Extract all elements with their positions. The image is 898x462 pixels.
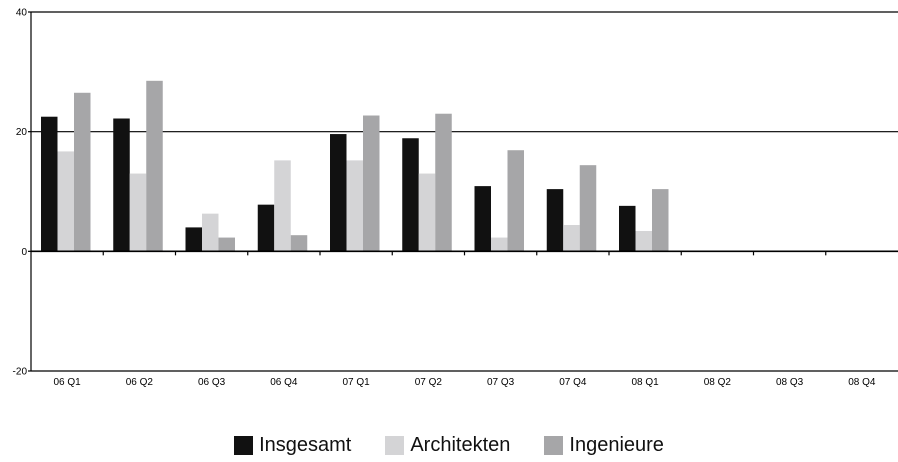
x-axis-tick-labels: 06 Q1 06 Q2 06 Q3 06 Q4 07 Q1 07 Q2 07 Q3 07 Q4… (54, 377, 876, 388)
bar (185, 227, 202, 252)
bar (290, 235, 308, 252)
y-tick-label: 20 (16, 127, 28, 138)
legend-item-architekten: Architekten (385, 434, 510, 457)
x-tick-label: 06 Q2 (126, 377, 154, 388)
bar (435, 113, 452, 252)
bar (507, 150, 524, 252)
bar (202, 213, 219, 252)
bar (257, 204, 275, 252)
bar (146, 80, 163, 252)
bar (274, 160, 291, 252)
x-tick-label: 08 Q1 (632, 377, 660, 388)
x-tick-label: 08 Q2 (704, 377, 732, 388)
bar (579, 165, 597, 252)
x-tick-label: 06 Q3 (198, 377, 226, 388)
x-tick-label: 07 Q4 (559, 377, 587, 388)
x-tick-label: 06 Q4 (270, 377, 298, 388)
bar (635, 230, 652, 252)
bar (363, 115, 380, 252)
bar (113, 118, 130, 252)
bar (74, 92, 91, 252)
y-axis-tick-labels: -20 0 20 40 (13, 8, 28, 378)
legend-swatch-architekten (385, 435, 405, 455)
bar (346, 160, 363, 252)
x-tick-label: 08 Q3 (776, 377, 804, 388)
y-tick-label: -20 (13, 367, 28, 378)
legend-swatch-insgesamt (234, 435, 254, 455)
bar (546, 189, 564, 252)
bars (41, 80, 669, 252)
bar (330, 134, 347, 252)
gridlines (31, 11, 898, 133)
x-tick-label: 08 Q4 (848, 377, 876, 388)
bar (57, 151, 74, 252)
x-tick-label: 07 Q1 (343, 377, 371, 388)
bar (474, 186, 491, 252)
legend: Insgesamt Architekten Ingenieure (0, 432, 898, 458)
legend-label-architekten: Architekten (410, 433, 511, 456)
x-tick-label: 07 Q2 (415, 377, 443, 388)
bar (418, 173, 436, 252)
y-tick-label: 40 (16, 8, 28, 19)
axes (28, 11, 898, 372)
legend-label-ingenieure: Ingenieure (569, 433, 664, 456)
bar (129, 173, 147, 252)
bar (619, 205, 636, 252)
bar (218, 237, 235, 252)
legend-item-insgesamt: Insgesamt (234, 434, 351, 457)
legend-label-insgesamt: Insgesamt (259, 433, 352, 456)
bar (41, 116, 58, 252)
x-tick-label: 06 Q1 (54, 377, 82, 388)
bar (402, 138, 419, 252)
y-tick-label: 0 (21, 247, 27, 258)
bar (652, 189, 669, 252)
legend-item-ingenieure: Ingenieure (544, 434, 664, 457)
bar (491, 237, 508, 252)
bar (563, 225, 580, 252)
x-tick-label: 07 Q3 (487, 377, 515, 388)
legend-swatch-ingenieure (544, 435, 564, 455)
